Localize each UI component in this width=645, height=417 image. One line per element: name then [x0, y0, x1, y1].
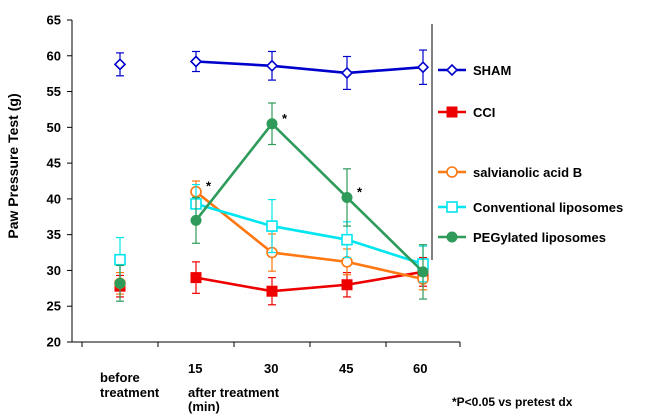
- data-point: [341, 256, 353, 268]
- legend-label: PEGylated liposomes: [473, 230, 606, 245]
- series-sham: [113, 49, 430, 91]
- x-axis-subtitle: (min): [188, 399, 220, 414]
- data-point: [266, 220, 278, 232]
- y-tick-label: 30: [47, 263, 61, 278]
- x-tick-label: before: [100, 370, 140, 385]
- y-tick-label: 40: [47, 191, 61, 206]
- data-point: [113, 58, 127, 71]
- x-tick-label: 30: [264, 361, 278, 376]
- data-point: [340, 66, 354, 80]
- footnote: *P<0.05 vs pretest dx: [452, 395, 573, 409]
- legend-label: Conventional liposomes: [473, 200, 623, 215]
- series-line: [195, 202, 424, 266]
- data-point: [416, 61, 430, 74]
- data-point: [190, 272, 202, 284]
- y-tick-label: 45: [47, 156, 61, 171]
- y-tick-label: 50: [47, 120, 61, 135]
- data-point: [341, 279, 353, 291]
- x-tick-label: 45: [339, 361, 353, 376]
- series-line: [195, 270, 424, 293]
- data-point: [446, 166, 458, 178]
- legend-label: SHAM: [473, 63, 511, 78]
- data-point: [417, 266, 429, 278]
- y-tick-label: 25: [47, 299, 61, 314]
- data-point: [341, 233, 353, 246]
- series-pegylated-liposomes: [114, 102, 429, 302]
- data-point: [446, 106, 458, 118]
- data-point: [114, 253, 126, 266]
- legend-label: CCI: [473, 105, 495, 120]
- y-tick-label: 60: [47, 48, 61, 63]
- data-point: [266, 118, 278, 130]
- data-point: [446, 201, 458, 213]
- data-point: [446, 231, 458, 243]
- series-line: [195, 60, 424, 75]
- y-tick-label: 35: [47, 227, 61, 242]
- data-point: [266, 285, 278, 297]
- data-point: [190, 214, 202, 226]
- y-axis-title: Paw Pressure Test (g): [5, 93, 21, 238]
- y-tick-label: 20: [47, 335, 61, 350]
- data-point: [341, 191, 353, 203]
- series-layer: * * *: [113, 49, 430, 306]
- x-tick-label: 15: [188, 361, 202, 376]
- x-axis-subtitle: after treatment: [188, 385, 280, 400]
- significance-marker: *: [282, 111, 288, 126]
- data-point: [189, 55, 203, 68]
- legend: SHAM CCI salvianolic acid B Conventional li…: [431, 24, 623, 260]
- data-point: [445, 63, 459, 77]
- data-point: [265, 59, 279, 72]
- series-line: [195, 190, 424, 281]
- series-line: [194, 121, 424, 273]
- significance-marker: *: [206, 179, 212, 194]
- y-tick-label: 65: [47, 13, 61, 28]
- y-tick-label: 55: [47, 84, 61, 99]
- significance-marker: *: [357, 184, 363, 199]
- data-point: [114, 277, 126, 289]
- x-tick-label: 60: [413, 361, 427, 376]
- legend-label: salvianolic acid B: [473, 165, 582, 180]
- x-tick-label: treatment: [100, 385, 160, 400]
